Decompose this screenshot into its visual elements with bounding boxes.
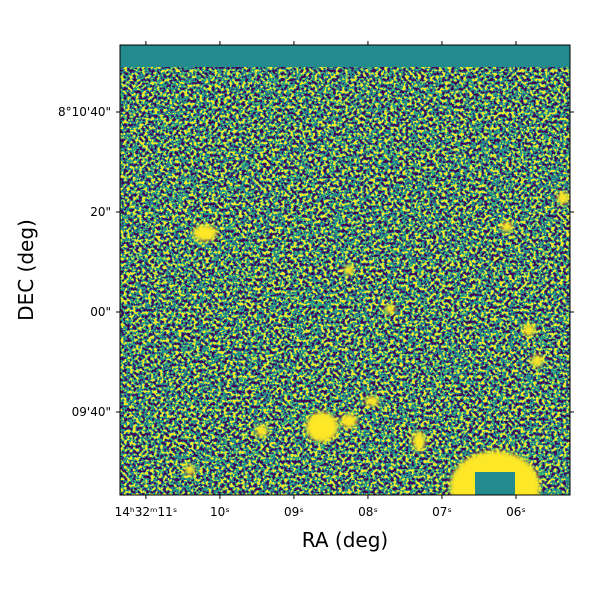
- x-tick-label: 09ˢ: [284, 505, 304, 519]
- x-tick-label: 06ˢ: [506, 505, 526, 519]
- x-tick-label: 07ˢ: [432, 505, 452, 519]
- frame: [119, 44, 571, 496]
- y-tick-label: 8°10'40": [58, 105, 111, 119]
- y-tick-label: 00": [90, 305, 111, 319]
- y-tick-label: 20": [90, 205, 111, 219]
- sky-image: [120, 45, 570, 495]
- y-axis-label: DEC (deg): [14, 219, 38, 321]
- x-tick-label: 08ˢ: [358, 505, 378, 519]
- x-tick-label: 10ˢ: [210, 505, 230, 519]
- x-axis-label: RA (deg): [302, 528, 388, 552]
- y-tick-label: 09'40": [72, 405, 111, 419]
- x-tick-label: 14ʰ32ᵐ11ˢ: [115, 505, 178, 519]
